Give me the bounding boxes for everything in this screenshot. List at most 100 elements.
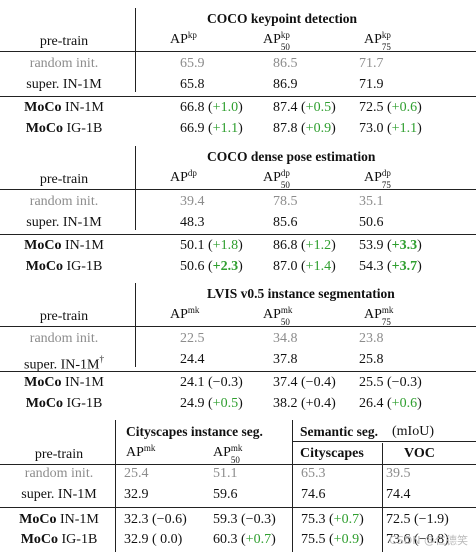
section-divider-vertical (135, 146, 136, 230)
delta-value: +1.0 (212, 100, 239, 115)
metric-header: AP dp 75 (364, 168, 391, 190)
delta-value: +0.5 (305, 100, 332, 115)
metric-base: AP kp 75 (364, 30, 391, 52)
header-rule (0, 51, 476, 52)
delta-value: +0.6 (391, 396, 418, 411)
delta-value: −0.3 (212, 375, 239, 390)
metric-header: AP kp 75 (364, 30, 391, 52)
method-moco: MoCo (24, 100, 62, 115)
table-cell: 48.3 (180, 215, 205, 230)
table-cell: 24.9 (+0.5) (180, 396, 243, 411)
table-cell: 73.0 (+1.1) (359, 121, 422, 136)
method-label: super. IN-1M (26, 77, 102, 92)
metric-header: AP mk (170, 305, 199, 323)
metric-header: AP kp 50 (263, 30, 290, 52)
metric-sup: kp (381, 30, 391, 40)
delta-value: +0.7 (245, 532, 272, 547)
metric-base: AP mk 75 (364, 305, 393, 327)
metric-base: AP dp 50 (263, 168, 290, 190)
delta-value: −1.9 (418, 512, 445, 527)
metric-header: AP mk 75 (364, 305, 393, 327)
metric-base: AP kp 50 (263, 30, 290, 52)
metric-sup: dp (187, 168, 197, 178)
metric-base: AP mk 50 (213, 443, 242, 465)
method-moco: MoCo (25, 259, 64, 274)
method-label: random init. (29, 56, 99, 71)
table-cell: 32.3 (−0.6) (124, 512, 187, 527)
table-cell: 26.4 (+0.6) (359, 396, 422, 411)
table-cell: 23.8 (359, 331, 384, 346)
table-cell: 75.3 (+0.7) (301, 512, 364, 527)
metric-sub: 50 (230, 455, 240, 465)
column-header: Cityscapes (300, 446, 364, 461)
method-label: random init. (29, 331, 99, 346)
delta-value: +0.9 (305, 121, 332, 136)
section-title: COCO keypoint detection (207, 11, 357, 26)
metric-base: AP mk (126, 443, 155, 461)
table-cell: 54.3 (+3.7) (359, 259, 422, 274)
delta-value: 0.0 (156, 532, 178, 547)
table-cell: 22.5 (180, 331, 205, 346)
delta-value: +1.1 (212, 121, 239, 136)
method-label: MoCo IN-1M (24, 100, 104, 115)
method-label: MoCo IG-1B (25, 121, 103, 136)
column-header: VOC (404, 446, 435, 461)
delta-value: −0.4 (305, 375, 332, 390)
section-title: COCO dense pose estimation (207, 149, 376, 164)
table-cell: 37.8 (273, 352, 298, 367)
table-cell: 24.1 (−0.3) (180, 375, 243, 390)
method-label: super. IN-1M† (24, 354, 104, 373)
metric-sup: kp (280, 30, 290, 40)
delta-value: +0.5 (212, 396, 239, 411)
delta-value: +1.1 (391, 121, 418, 136)
section-divider-vertical (135, 283, 136, 367)
table-cell: 51.1 (213, 466, 238, 481)
table-cell: 71.9 (359, 77, 384, 92)
method-label: MoCo IN-1M (24, 375, 104, 390)
watermark: CSDN @仁德笑 (389, 534, 468, 547)
metric-header: AP mk 50 (263, 305, 292, 327)
delta-value: +0.9 (333, 532, 360, 547)
table-cell: 59.6 (213, 487, 238, 502)
table-cell: 87.0 (+1.4) (273, 259, 336, 274)
table-cell: 65.8 (180, 77, 205, 92)
table-cell: 35.1 (359, 194, 384, 209)
metric-base: AP dp (170, 168, 197, 186)
delta-value: +0.7 (333, 512, 360, 527)
table-cell: 74.6 (301, 487, 326, 502)
table-cell: 65.3 (301, 466, 326, 481)
pretrain-header: pre-train (39, 172, 89, 187)
metric-sup: dp (280, 168, 290, 178)
delta-value: −0.3 (391, 375, 418, 390)
group-rule (0, 371, 476, 372)
metric-header: AP dp (170, 168, 197, 186)
table-cell: 38.2 (+0.4) (273, 396, 336, 411)
semantic-subrule (292, 441, 476, 442)
section-title-unit: (mIoU) (392, 424, 434, 439)
metric-sup: mk (381, 305, 394, 315)
table-cell: 86.8 (+1.2) (273, 238, 336, 253)
table-cell: 75.5 (+0.9) (301, 532, 364, 547)
header-rule (0, 189, 476, 190)
header-rule (0, 464, 476, 465)
metric-base: AP kp (170, 30, 197, 48)
method-label: MoCo IN-1M (24, 238, 104, 253)
table-cell: 50.6 (+2.3) (180, 259, 243, 274)
metric-sup: mk (230, 443, 243, 453)
group-rule (0, 234, 476, 235)
delta-value: +0.6 (391, 100, 418, 115)
table-cell: 71.7 (359, 56, 384, 71)
method-moco: MoCo (20, 532, 59, 547)
table-cell: 39.5 (386, 466, 411, 481)
table-cell: 72.5 (+0.6) (359, 100, 422, 115)
delta-value: +0.4 (305, 396, 332, 411)
group-rule (0, 96, 476, 97)
method-label: MoCo IN-1M (19, 512, 99, 527)
metric-sub: 50 (280, 180, 290, 190)
table-cell: 66.8 (+1.0) (180, 100, 243, 115)
table-cell: 34.8 (273, 331, 298, 346)
table-cell: 85.6 (273, 215, 298, 230)
table-cell: 32.9 ( 0.0) (124, 532, 183, 547)
section-title: LVIS v0.5 instance segmentation (207, 286, 395, 301)
table-cell: 39.4 (180, 194, 205, 209)
